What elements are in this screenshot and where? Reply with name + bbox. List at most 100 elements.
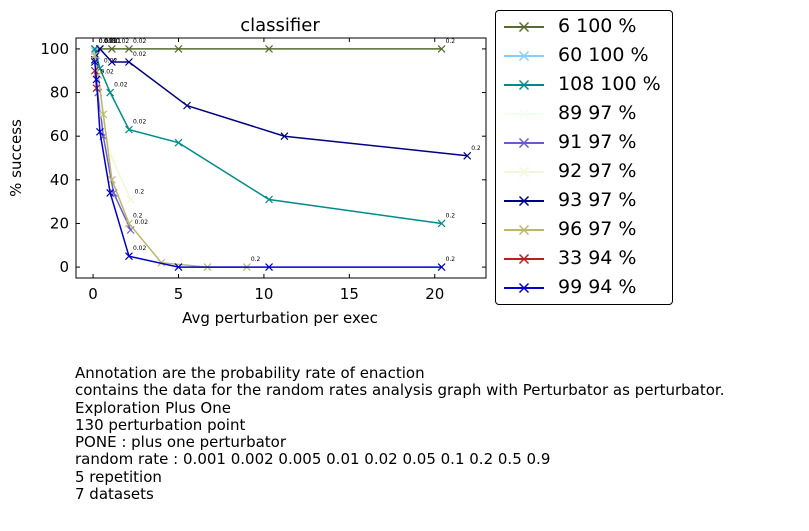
- point-annotation: 0.02: [101, 68, 115, 75]
- data-point: [95, 44, 104, 53]
- data-point: [437, 263, 446, 272]
- data-point: [90, 58, 99, 66]
- data-point: [437, 44, 446, 53]
- legend-label: 96 97 %: [558, 218, 637, 240]
- x-tick-label: 15: [340, 285, 359, 303]
- legend-swatch: [504, 137, 544, 149]
- legend-item: 6 100 %: [496, 12, 672, 41]
- data-point: [125, 125, 133, 134]
- y-tick-label: 80: [50, 84, 69, 102]
- plot-background: [76, 38, 486, 278]
- point-annotation: 0.01: [104, 38, 118, 45]
- note-line: contains the data for the random rates a…: [75, 381, 725, 400]
- legend-item: 60 100 %: [496, 41, 672, 70]
- data-point: [463, 151, 472, 160]
- legend-item: 33 94 %: [496, 244, 672, 273]
- data-point: [125, 44, 133, 53]
- x-axis-label: Avg perturbation per exec: [182, 309, 378, 327]
- point-annotation: 0.2: [135, 188, 145, 195]
- data-point: [174, 263, 183, 272]
- legend-swatch: [504, 195, 544, 207]
- note-line: 5 repetition: [75, 467, 162, 486]
- y-axis-label: % success: [7, 119, 25, 197]
- y-tick-label: 40: [50, 171, 69, 189]
- data-point: [265, 195, 273, 204]
- data-point: [106, 88, 115, 97]
- legend-label: 89 97 %: [558, 102, 637, 124]
- data-point: [183, 101, 191, 110]
- data-point: [107, 58, 116, 66]
- data-point: [90, 66, 99, 75]
- legend: 6 100 % 60 100 % 108 100 % 89 97 % 91 97 % 92…: [495, 10, 673, 305]
- x-tick-label: 0: [88, 285, 98, 303]
- chart-title: classifier: [240, 15, 320, 36]
- legend-label: 92 97 %: [558, 160, 637, 182]
- point-annotation: 0.005: [99, 38, 116, 45]
- data-point: [265, 263, 273, 272]
- data-point: [125, 252, 133, 261]
- note-line: random rate : 0.001 0.002 0.005 0.01 0.0…: [75, 450, 551, 469]
- legend-swatch: [504, 79, 544, 91]
- data-point: [99, 110, 108, 119]
- legend-item: 96 97 %: [496, 215, 672, 244]
- point-annotation: 0.2: [446, 38, 456, 45]
- legend-swatch: [504, 282, 544, 294]
- y-tick-label: 20: [50, 214, 69, 232]
- legend-swatch: [504, 108, 544, 120]
- plot-area: [76, 38, 486, 278]
- series-line: [94, 61, 442, 268]
- legend-label: 93 97 %: [558, 189, 637, 211]
- point-annotation: 0.2: [471, 145, 481, 152]
- legend-item: 99 94 %: [496, 273, 672, 302]
- data-point: [126, 195, 135, 204]
- data-point: [107, 44, 116, 53]
- point-annotation: 0.02: [135, 219, 149, 226]
- legend-swatch: [504, 253, 544, 265]
- point-annotation: 0.02: [133, 245, 147, 252]
- point-annotation: 0.02: [133, 51, 147, 58]
- point-annotation: 0.2: [446, 256, 456, 263]
- y-tick-label: 0: [59, 258, 69, 276]
- legend-swatch: [504, 224, 544, 236]
- y-tick-label: 100: [40, 40, 69, 58]
- note-line: Exploration Plus One: [75, 398, 231, 417]
- x-tick-label: 20: [425, 285, 444, 303]
- plot-frame: [75, 37, 487, 279]
- point-annotation: 0.02: [133, 119, 147, 126]
- point-annotation: 0.02: [133, 38, 147, 45]
- legend-label: 99 94 %: [558, 276, 637, 298]
- data-point: [280, 132, 289, 141]
- note-line: Annotation are the probability rate of e…: [75, 364, 425, 382]
- point-annotation: 0.001: [104, 38, 121, 45]
- point-annotation: 0.001: [99, 38, 116, 45]
- data-point: [95, 127, 104, 136]
- legend-swatch: [504, 50, 544, 62]
- legend-item: 108 100 %: [496, 70, 672, 99]
- series-9: 0.02 0.02 0.2: [90, 58, 456, 272]
- legend-swatch: [504, 21, 544, 33]
- legend-label: 33 94 %: [558, 247, 637, 269]
- legend-item: 93 97 %: [496, 186, 672, 215]
- data-point: [106, 188, 115, 197]
- ticks-layer: 0 5 10 15 20 0 20 40 60 80 100: [40, 38, 486, 303]
- legend-label: 60 100 %: [558, 44, 649, 66]
- y-tick-label: 60: [50, 127, 69, 145]
- data-point: [437, 219, 446, 228]
- data-point: [125, 58, 133, 66]
- data-point: [265, 44, 273, 53]
- notes-block: Annotation are the probability rate of e…: [75, 364, 805, 504]
- legend-label: 6 100 %: [558, 15, 637, 37]
- note-line: 130 perturbation point: [75, 415, 246, 434]
- data-point: [174, 44, 183, 53]
- x-tick-label: 10: [254, 285, 273, 303]
- legend-item: 91 97 %: [496, 128, 672, 157]
- point-annotation: 0.02: [116, 38, 130, 45]
- note-line: PONE : plus one perturbator: [75, 433, 287, 452]
- legend-swatch: [504, 166, 544, 178]
- point-annotation: 0.2: [446, 212, 456, 219]
- data-point: [174, 138, 183, 147]
- note-line: 7 datasets: [75, 485, 154, 504]
